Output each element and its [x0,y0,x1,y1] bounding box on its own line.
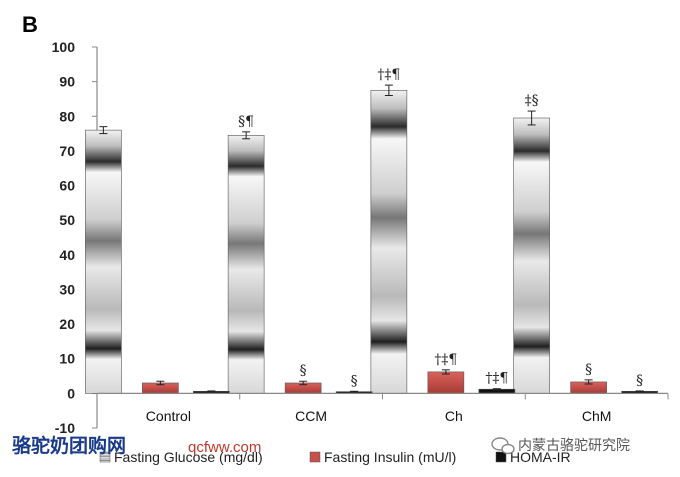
homa-annotation: § [636,373,643,389]
insulin-bar [427,371,465,394]
glucose-bar [513,117,550,394]
y-tick-label: 60 [59,178,75,194]
x-axis: Control CCM Ch ChM [96,392,669,424]
y-tick-label: 90 [59,74,75,90]
y-tick-label: 0 [67,385,75,401]
watermark-url: qcfww.com [188,439,261,456]
insulin-legend-label: Fasting Insulin (mU/l) [324,449,456,465]
glucose-bar [85,129,122,394]
glucose-bar [227,135,265,394]
glucose-annotation: §¶ [238,114,254,130]
homa-legend-label: HOMA-IR [510,449,571,465]
y-tick-label: 100 [52,39,76,55]
y-tick-label: 50 [59,212,75,228]
homa-annotation: § [351,373,358,389]
insulin-legend-swatch [309,451,321,463]
watermark: 骆驼奶团购网 qcfww.com 内蒙古骆驼研究院 [12,434,630,457]
insulin-annotation: †‡¶ [434,352,457,368]
legend: Fasting Glucose (mg/dl) Fasting Insulin (… [99,449,571,465]
glucose-legend-label: Fasting Glucose (mg/dl) [114,449,263,465]
category-label: CCM [295,408,327,424]
y-tick-label: 80 [59,108,75,124]
insulin-annotation: § [585,362,592,378]
y-tick-label: 20 [59,316,75,332]
category-label: ChM [582,408,612,424]
category-label: Control [146,408,191,424]
panel-label: B [22,12,38,37]
y-tick-label: 30 [59,281,75,297]
glucose-legend-swatch [99,451,111,463]
homa-annotation: †‡¶ [485,371,508,387]
watermark-right-text: 内蒙古骆驼研究院 [518,437,630,454]
y-tick-label: 10 [59,351,75,367]
y-tick-label: 70 [59,143,75,159]
watermark-left-text: 骆驼奶团购网 [12,434,126,457]
insulin-annotation: § [300,363,307,379]
y-tick-label: -10 [55,420,75,436]
glucose-annotation: ‡§ [525,93,539,109]
bars: §¶ †‡¶ ‡§ § †‡¶ § § †‡¶ § [85,67,658,394]
glucose-bar [370,89,408,394]
wechat-icon [491,437,515,455]
y-tick-label: 40 [59,247,75,263]
homa-legend-swatch [495,451,507,463]
glucose-annotation: †‡¶ [377,67,400,83]
category-label: Ch [445,408,463,424]
